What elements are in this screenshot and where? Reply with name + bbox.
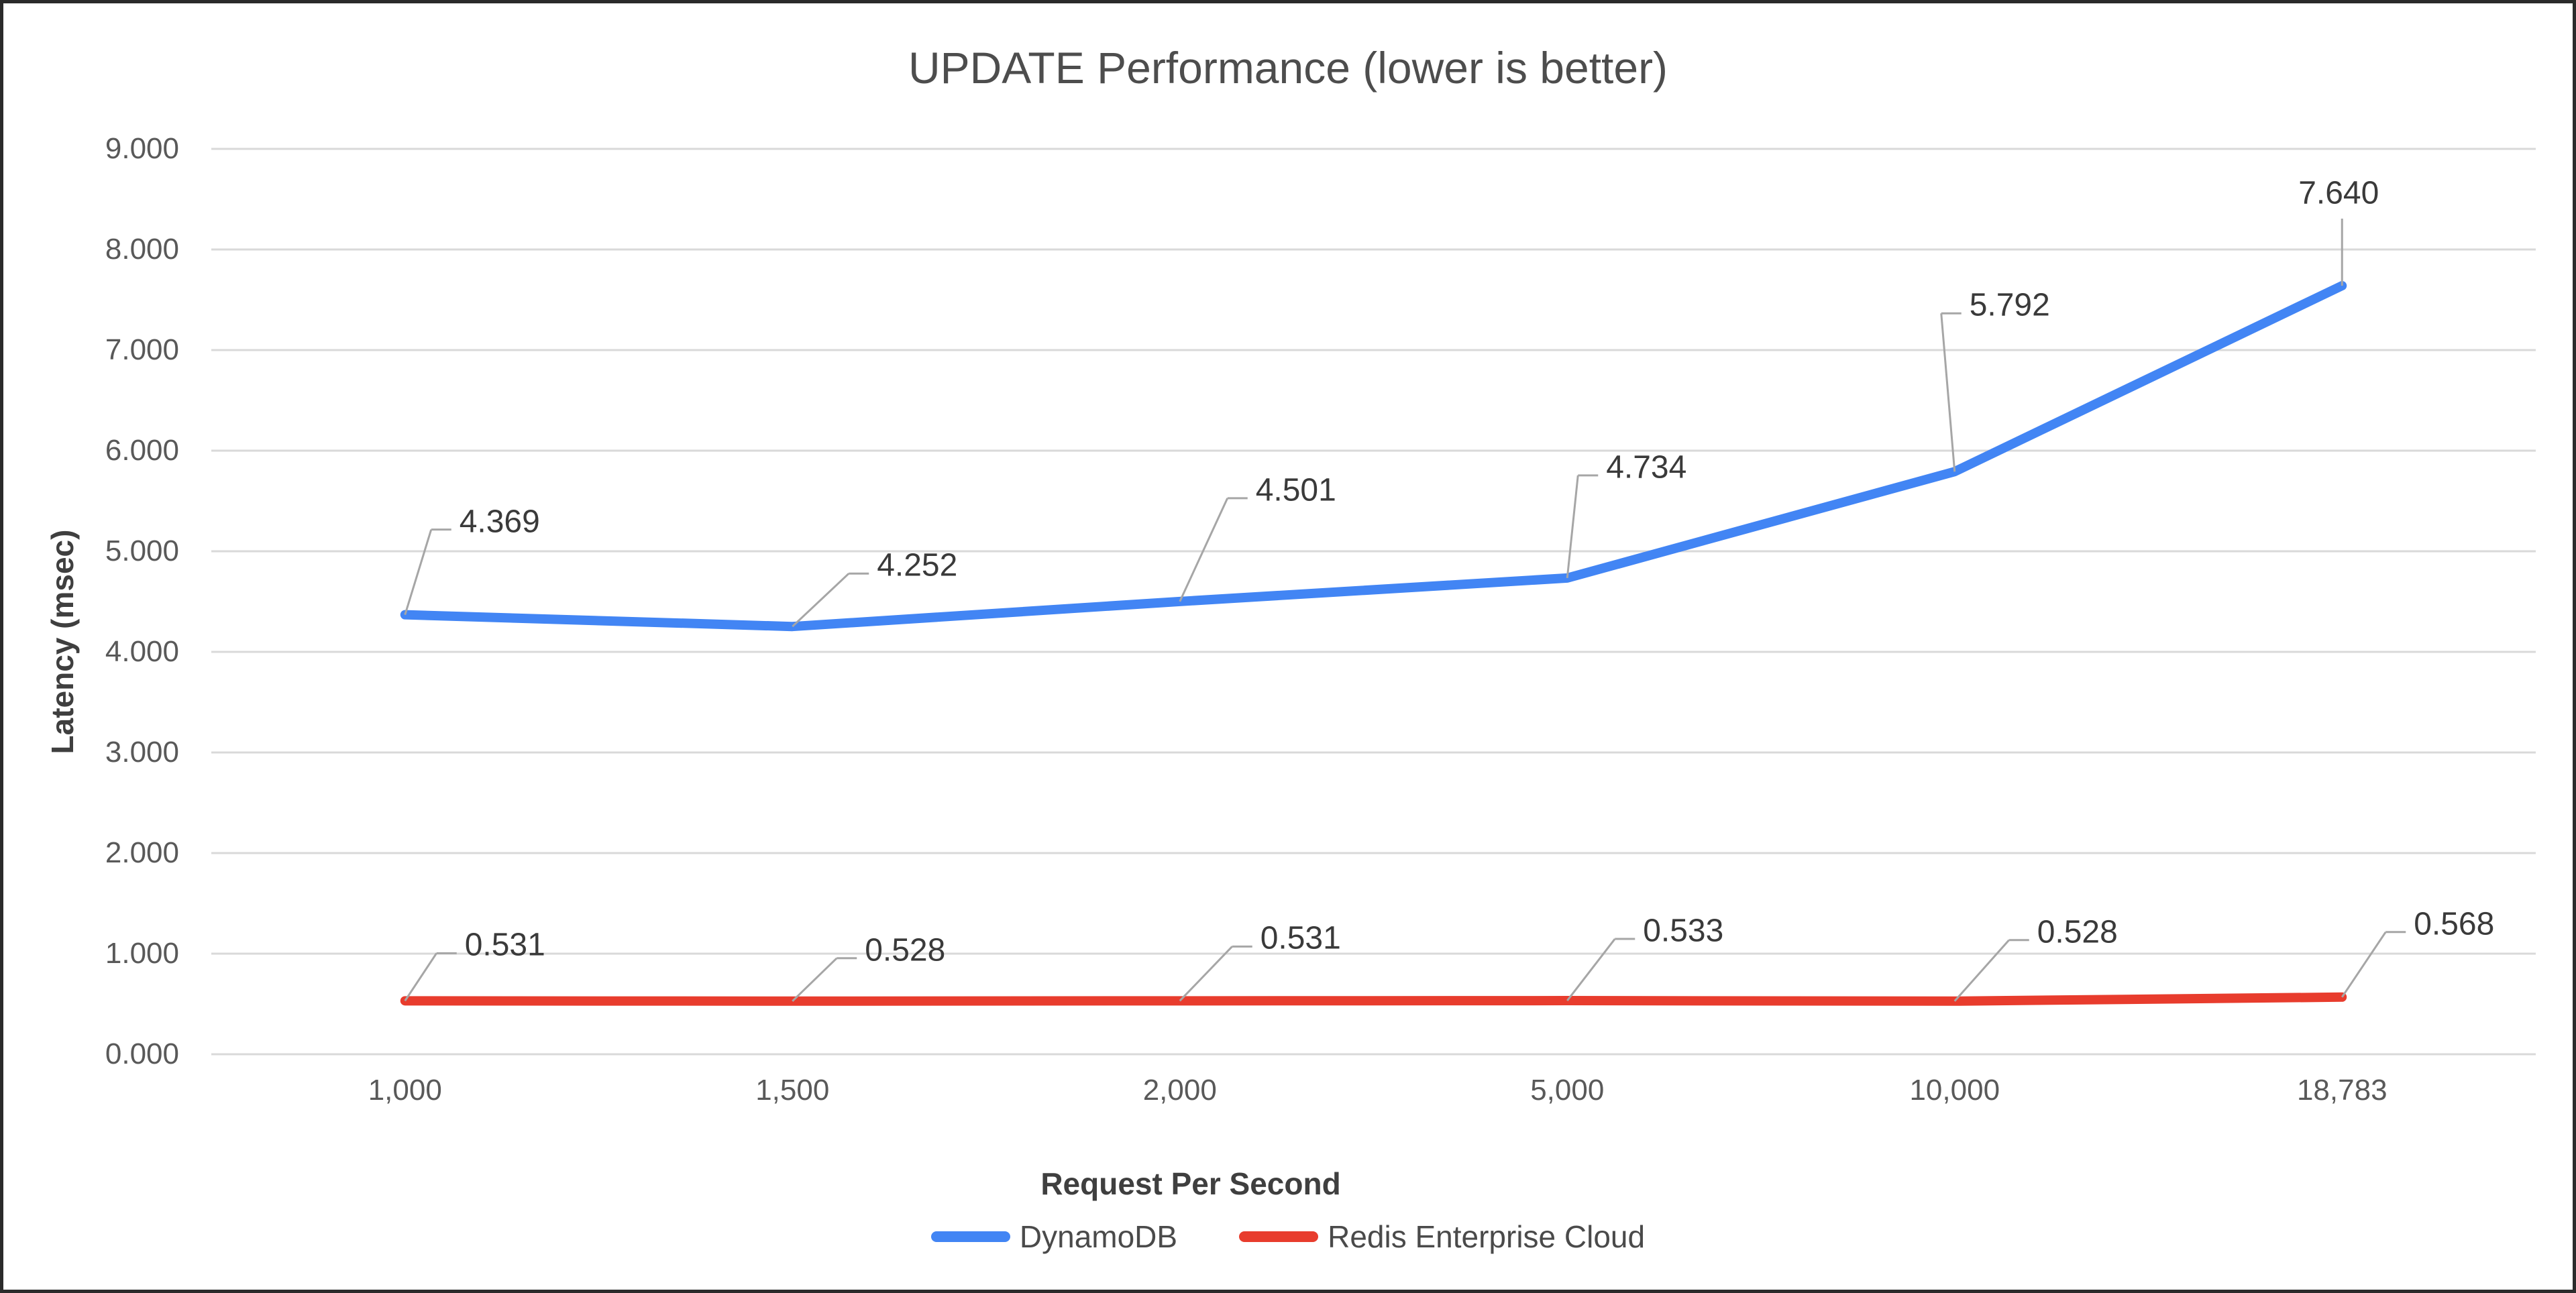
data-label-redis-enterprise-cloud: 0.528 bbox=[865, 932, 946, 968]
data-label-dynamodb: 4.252 bbox=[877, 547, 958, 583]
legend-item-redis-enterprise-cloud: Redis Enterprise Cloud bbox=[1239, 1219, 1645, 1255]
x-tick-label: 5,000 bbox=[1530, 1074, 1605, 1107]
plot-area bbox=[211, 148, 2536, 1056]
x-tick-label: 18,783 bbox=[2296, 1074, 2387, 1107]
x-tick-label: 1,500 bbox=[755, 1074, 830, 1107]
leader-line bbox=[792, 957, 838, 1002]
x-tick-label: 2,000 bbox=[1142, 1074, 1217, 1107]
data-label-dynamodb: 7.640 bbox=[2298, 175, 2379, 211]
data-label-redis-enterprise-cloud: 0.531 bbox=[1260, 920, 1341, 956]
series-line-redis-enterprise-cloud bbox=[400, 992, 2347, 1006]
legend-swatch bbox=[930, 1231, 1010, 1242]
x-tick-label: 10,000 bbox=[1909, 1074, 2000, 1107]
leader-line bbox=[2341, 931, 2387, 998]
y-tick-label: 7.000 bbox=[105, 333, 179, 366]
y-tick-label: 2.000 bbox=[105, 836, 179, 869]
data-label-redis-enterprise-cloud: 0.533 bbox=[1643, 913, 1724, 949]
series-line-dynamodb bbox=[400, 281, 2347, 632]
y-tick-label: 8.000 bbox=[105, 233, 179, 266]
data-label-dynamodb: 4.501 bbox=[1255, 472, 1336, 508]
leader-line bbox=[1566, 938, 1616, 1001]
x-axis-title: Request Per Second bbox=[1040, 1166, 1341, 1201]
y-tick-label: 9.000 bbox=[105, 132, 179, 165]
data-label-redis-enterprise-cloud: 0.568 bbox=[2414, 906, 2495, 942]
data-label-redis-enterprise-cloud: 0.531 bbox=[464, 927, 545, 963]
y-tick-label: 0.000 bbox=[105, 1037, 179, 1070]
data-label-dynamodb: 4.734 bbox=[1606, 449, 1687, 486]
chart-title: UPDATE Performance (lower is better) bbox=[908, 43, 1668, 93]
legend-swatch bbox=[1239, 1231, 1319, 1242]
x-tick-label: 1,000 bbox=[368, 1074, 442, 1107]
y-tick-label: 5.000 bbox=[105, 535, 179, 567]
legend-label: DynamoDB bbox=[1019, 1219, 1178, 1254]
y-tick-label: 4.000 bbox=[105, 635, 179, 668]
data-label-dynamodb: 4.369 bbox=[459, 504, 540, 540]
chart-legend: DynamoDB Redis Enterprise Cloud bbox=[3, 1219, 2573, 1255]
data-label-dynamodb: 5.792 bbox=[1969, 287, 2050, 323]
y-tick-label: 1.000 bbox=[105, 937, 179, 970]
leader-line bbox=[404, 529, 433, 616]
leader-line bbox=[1953, 939, 2010, 1002]
leader-line bbox=[404, 952, 438, 1002]
leader-line bbox=[792, 573, 850, 628]
leader-line bbox=[1940, 313, 1956, 472]
leader-line bbox=[1566, 475, 1579, 579]
y-tick-label: 6.000 bbox=[105, 434, 179, 467]
leader-line bbox=[1179, 946, 1233, 1002]
y-tick-label: 3.000 bbox=[105, 736, 179, 769]
data-label-redis-enterprise-cloud: 0.528 bbox=[2037, 914, 2118, 950]
leader-line bbox=[1179, 498, 1229, 602]
legend-label: Redis Enterprise Cloud bbox=[1328, 1219, 1646, 1254]
legend-item-dynamodb: DynamoDB bbox=[930, 1219, 1178, 1255]
